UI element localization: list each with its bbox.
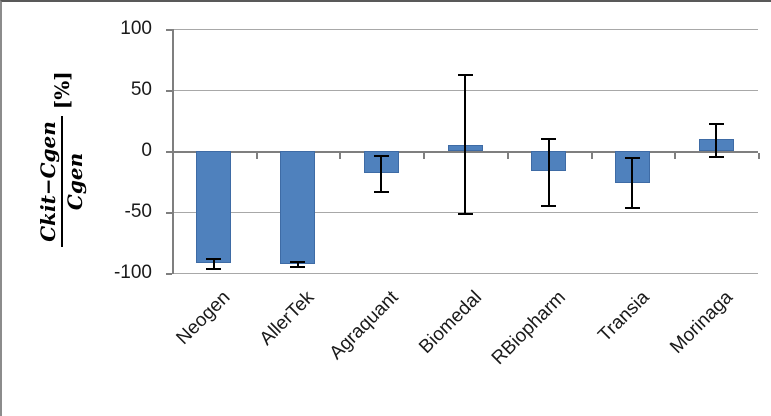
- x-tick-label-allertek: AllerTek: [255, 287, 319, 350]
- x-tick-label-neogen: Neogen: [172, 287, 235, 349]
- fraction-numerator: Ckit−Cgen: [36, 116, 63, 247]
- gridline--100: [172, 273, 758, 274]
- y-tick-label: -50: [124, 201, 152, 222]
- y-tick-mark: [166, 273, 172, 275]
- error-bar-line-agraquant: [380, 154, 383, 193]
- error-bar-cap-top-biomedal: [457, 74, 473, 77]
- y-tick-label: 50: [130, 79, 152, 100]
- error-bar-cap-top-neogen: [206, 258, 222, 261]
- error-bar-line-biomedal: [464, 74, 466, 215]
- x-tick-mark: [758, 153, 760, 159]
- y-axis-unit: [%]: [50, 71, 74, 110]
- error-bar-line-transia: [631, 157, 634, 209]
- error-bar-cap-top-morinaga: [708, 122, 724, 125]
- x-tick-label-biomedal: Biomedal: [414, 287, 486, 358]
- error-bar-line-rbiopharm: [547, 137, 550, 206]
- x-tick-mark: [339, 153, 342, 159]
- y-tick-mark: [166, 29, 172, 31]
- x-tick-mark: [172, 153, 174, 159]
- bar-allertek: [280, 151, 316, 265]
- error-bar-cap-bottom-biomedal: [457, 213, 473, 216]
- error-bar-line-neogen: [212, 258, 215, 270]
- x-tick-label-rbiopharm: RBiopharm: [487, 287, 570, 370]
- gridline-100: [172, 29, 758, 30]
- x-tick-label-transia: Transia: [594, 287, 654, 347]
- x-tick-mark: [506, 153, 509, 159]
- x-tick-label-agraquant: Agraquant: [325, 287, 403, 364]
- fraction-denominator: Cgen: [63, 152, 87, 211]
- x-tick-mark: [674, 153, 677, 159]
- error-bar-cap-top-rbiopharm: [541, 137, 557, 140]
- y-tick-label: 100: [120, 18, 152, 39]
- y-tick-mark: [166, 212, 172, 214]
- error-bar-cap-bottom-morinaga: [708, 156, 724, 159]
- x-tick-mark: [423, 153, 426, 159]
- error-bar-line-morinaga: [715, 122, 718, 158]
- bar-neogen: [196, 151, 232, 264]
- error-bar-cap-top-allertek: [290, 260, 306, 263]
- x-tick-mark: [255, 153, 258, 159]
- y-axis-fraction: Ckit−Cgen Cgen: [36, 116, 87, 247]
- y-tick-mark: [166, 90, 172, 92]
- error-bar-cap-bottom-rbiopharm: [541, 204, 557, 207]
- x-tick-mark: [590, 153, 593, 159]
- x-tick-label-morinaga: Morinaga: [666, 287, 738, 358]
- error-bar-cap-bottom-transia: [624, 207, 640, 210]
- error-bar-cap-top-transia: [624, 157, 640, 160]
- error-bar-cap-bottom-allertek: [290, 265, 306, 268]
- error-bar-cap-bottom-agraquant: [373, 191, 389, 194]
- error-bar-cap-top-agraquant: [373, 154, 389, 157]
- y-tick-label: -100: [113, 262, 152, 283]
- error-bar-line-allertek: [296, 260, 299, 267]
- error-bar-cap-bottom-neogen: [206, 268, 222, 271]
- y-tick-label: 0: [141, 140, 152, 161]
- y-tick-mark: [166, 151, 172, 153]
